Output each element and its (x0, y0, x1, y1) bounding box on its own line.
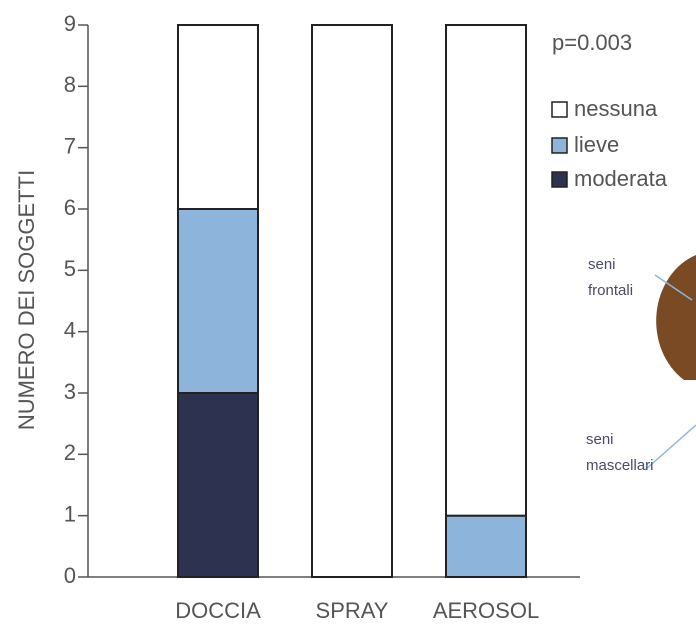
x-tick-label: AEROSOL (433, 598, 539, 623)
annotation: frontali (588, 282, 633, 299)
y-axis-label: NUMERO DEI SOGGETTI (14, 170, 39, 430)
annotation: seni (586, 431, 614, 448)
bar-segment (445, 24, 527, 517)
bar-segment (445, 514, 527, 579)
y-tick-label: 1 (64, 501, 76, 526)
legend-swatch (551, 137, 568, 154)
bar-segment (177, 24, 259, 210)
x-tick-label: SPRAY (316, 598, 389, 623)
y-tick-label: 5 (64, 256, 76, 281)
y-tick-label: 0 (64, 563, 76, 588)
legend-label: nessuna (574, 96, 658, 121)
illustration (656, 255, 696, 380)
legend-label: moderata (574, 166, 668, 191)
legend-swatch (551, 101, 568, 118)
p-value: p=0.003 (552, 30, 632, 55)
bar-segment (177, 392, 259, 578)
y-tick-label: 8 (64, 72, 76, 97)
legend-label: lieve (574, 132, 619, 157)
y-tick-label: 2 (64, 440, 76, 465)
y-tick-label: 9 (64, 11, 76, 36)
y-tick-label: 3 (64, 379, 76, 404)
bar-segment (311, 24, 393, 578)
x-tick-label: DOCCIA (175, 598, 261, 623)
annotation: mascellari (586, 457, 654, 474)
pointer-line (654, 274, 693, 301)
pointer-line (644, 424, 696, 471)
bar-segment (177, 208, 259, 394)
legend-swatch (551, 171, 568, 188)
y-tick-label: 6 (64, 195, 76, 220)
y-tick-label: 7 (64, 133, 76, 158)
annotation: seni (588, 256, 616, 273)
y-tick-label: 4 (64, 317, 76, 342)
